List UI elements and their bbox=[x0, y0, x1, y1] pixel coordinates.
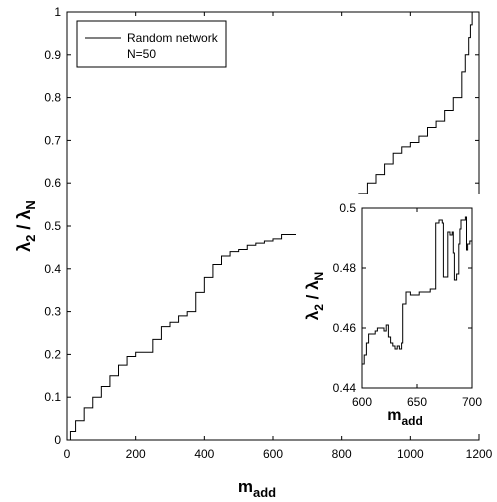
main-series-line bbox=[67, 12, 473, 441]
main-y-tick-label: 0.9 bbox=[44, 48, 61, 62]
main-y-axis-label-sub-2: N bbox=[23, 200, 38, 209]
inset-series-line bbox=[362, 216, 472, 365]
main-tick-labels: 0 200 400 600 800 1000 1200 0 0.1 0.2 0.3 0.4 0.5 0.6… bbox=[44, 5, 492, 461]
inset-y-tick-label: 0.5 bbox=[339, 201, 356, 215]
inset-x-axis-label-sub: add bbox=[401, 414, 422, 428]
main-x-tick-label: 600 bbox=[263, 447, 283, 461]
main-y-tick-label: 0.7 bbox=[44, 133, 61, 147]
main-x-axis-label-sub: add bbox=[253, 485, 276, 500]
main-y-axis-label: λ2 / λN bbox=[14, 200, 38, 252]
main-y-tick-label: 0.3 bbox=[44, 305, 61, 319]
inset-x-tick-label: 650 bbox=[407, 395, 427, 409]
main-y-axis-label-lambda-2: λ bbox=[14, 210, 34, 220]
main-y-tick-label: 0 bbox=[54, 433, 61, 447]
main-y-tick-label: 0.6 bbox=[44, 176, 61, 190]
main-x-tick-label: 1000 bbox=[397, 447, 424, 461]
inset-y-tick-label: 0.46 bbox=[333, 321, 357, 335]
main-y-axis-label-sub-1: 2 bbox=[23, 235, 38, 242]
main-y-tick-label: 1 bbox=[54, 5, 61, 19]
legend-box bbox=[76, 20, 227, 68]
legend: Random network N=50 bbox=[76, 20, 227, 68]
inset-y-axis-label-lambda-2: λ bbox=[303, 280, 322, 290]
main-y-axis-label-slash: / bbox=[14, 220, 34, 235]
main-y-tick-label: 0.4 bbox=[44, 262, 61, 276]
main-y-tick-label: 0.8 bbox=[44, 91, 61, 105]
inset-y-axis-label: λ2 / λN bbox=[303, 272, 326, 320]
inset-tick-labels: 600 650 700 0.44 0.46 0.48 0.5 bbox=[333, 201, 483, 409]
inset-y-axis-label-sub-1: 2 bbox=[312, 304, 326, 311]
main-x-axis-label-main: m bbox=[238, 477, 253, 496]
inset-y-axis-label-sub-2: N bbox=[312, 272, 326, 281]
inset-ticks bbox=[361, 207, 473, 389]
main-y-tick-label: 0.1 bbox=[44, 390, 61, 404]
main-x-tick-label: 200 bbox=[126, 447, 146, 461]
inset-x-tick-label: 600 bbox=[352, 395, 372, 409]
inset-y-tick-label: 0.44 bbox=[333, 381, 357, 395]
inset-y-axis-label-lambda-1: λ bbox=[303, 310, 322, 320]
inset-x-axis-label-main: m bbox=[387, 407, 401, 424]
inset-y-axis-label-slash: / bbox=[303, 290, 322, 304]
main-x-tick-label: 400 bbox=[194, 447, 214, 461]
main-y-axis-label-lambda-1: λ bbox=[14, 242, 34, 252]
main-x-tick-label: 800 bbox=[332, 447, 352, 461]
inset-x-tick-label: 700 bbox=[462, 395, 482, 409]
main-x-axis-label: madd bbox=[238, 477, 276, 500]
main-y-tick-label: 0.2 bbox=[44, 347, 61, 361]
main-x-tick-label: 1200 bbox=[466, 447, 493, 461]
main-ticks bbox=[66, 11, 480, 441]
main-x-tick-label: 0 bbox=[64, 447, 71, 461]
legend-label-1: Random network bbox=[127, 31, 219, 45]
inset-plot-frame bbox=[361, 207, 473, 389]
inset-x-axis-label: madd bbox=[387, 407, 423, 428]
inset-y-tick-label: 0.48 bbox=[333, 261, 357, 275]
legend-label-2: N=50 bbox=[127, 47, 156, 61]
main-y-tick-label: 0.5 bbox=[44, 219, 61, 233]
